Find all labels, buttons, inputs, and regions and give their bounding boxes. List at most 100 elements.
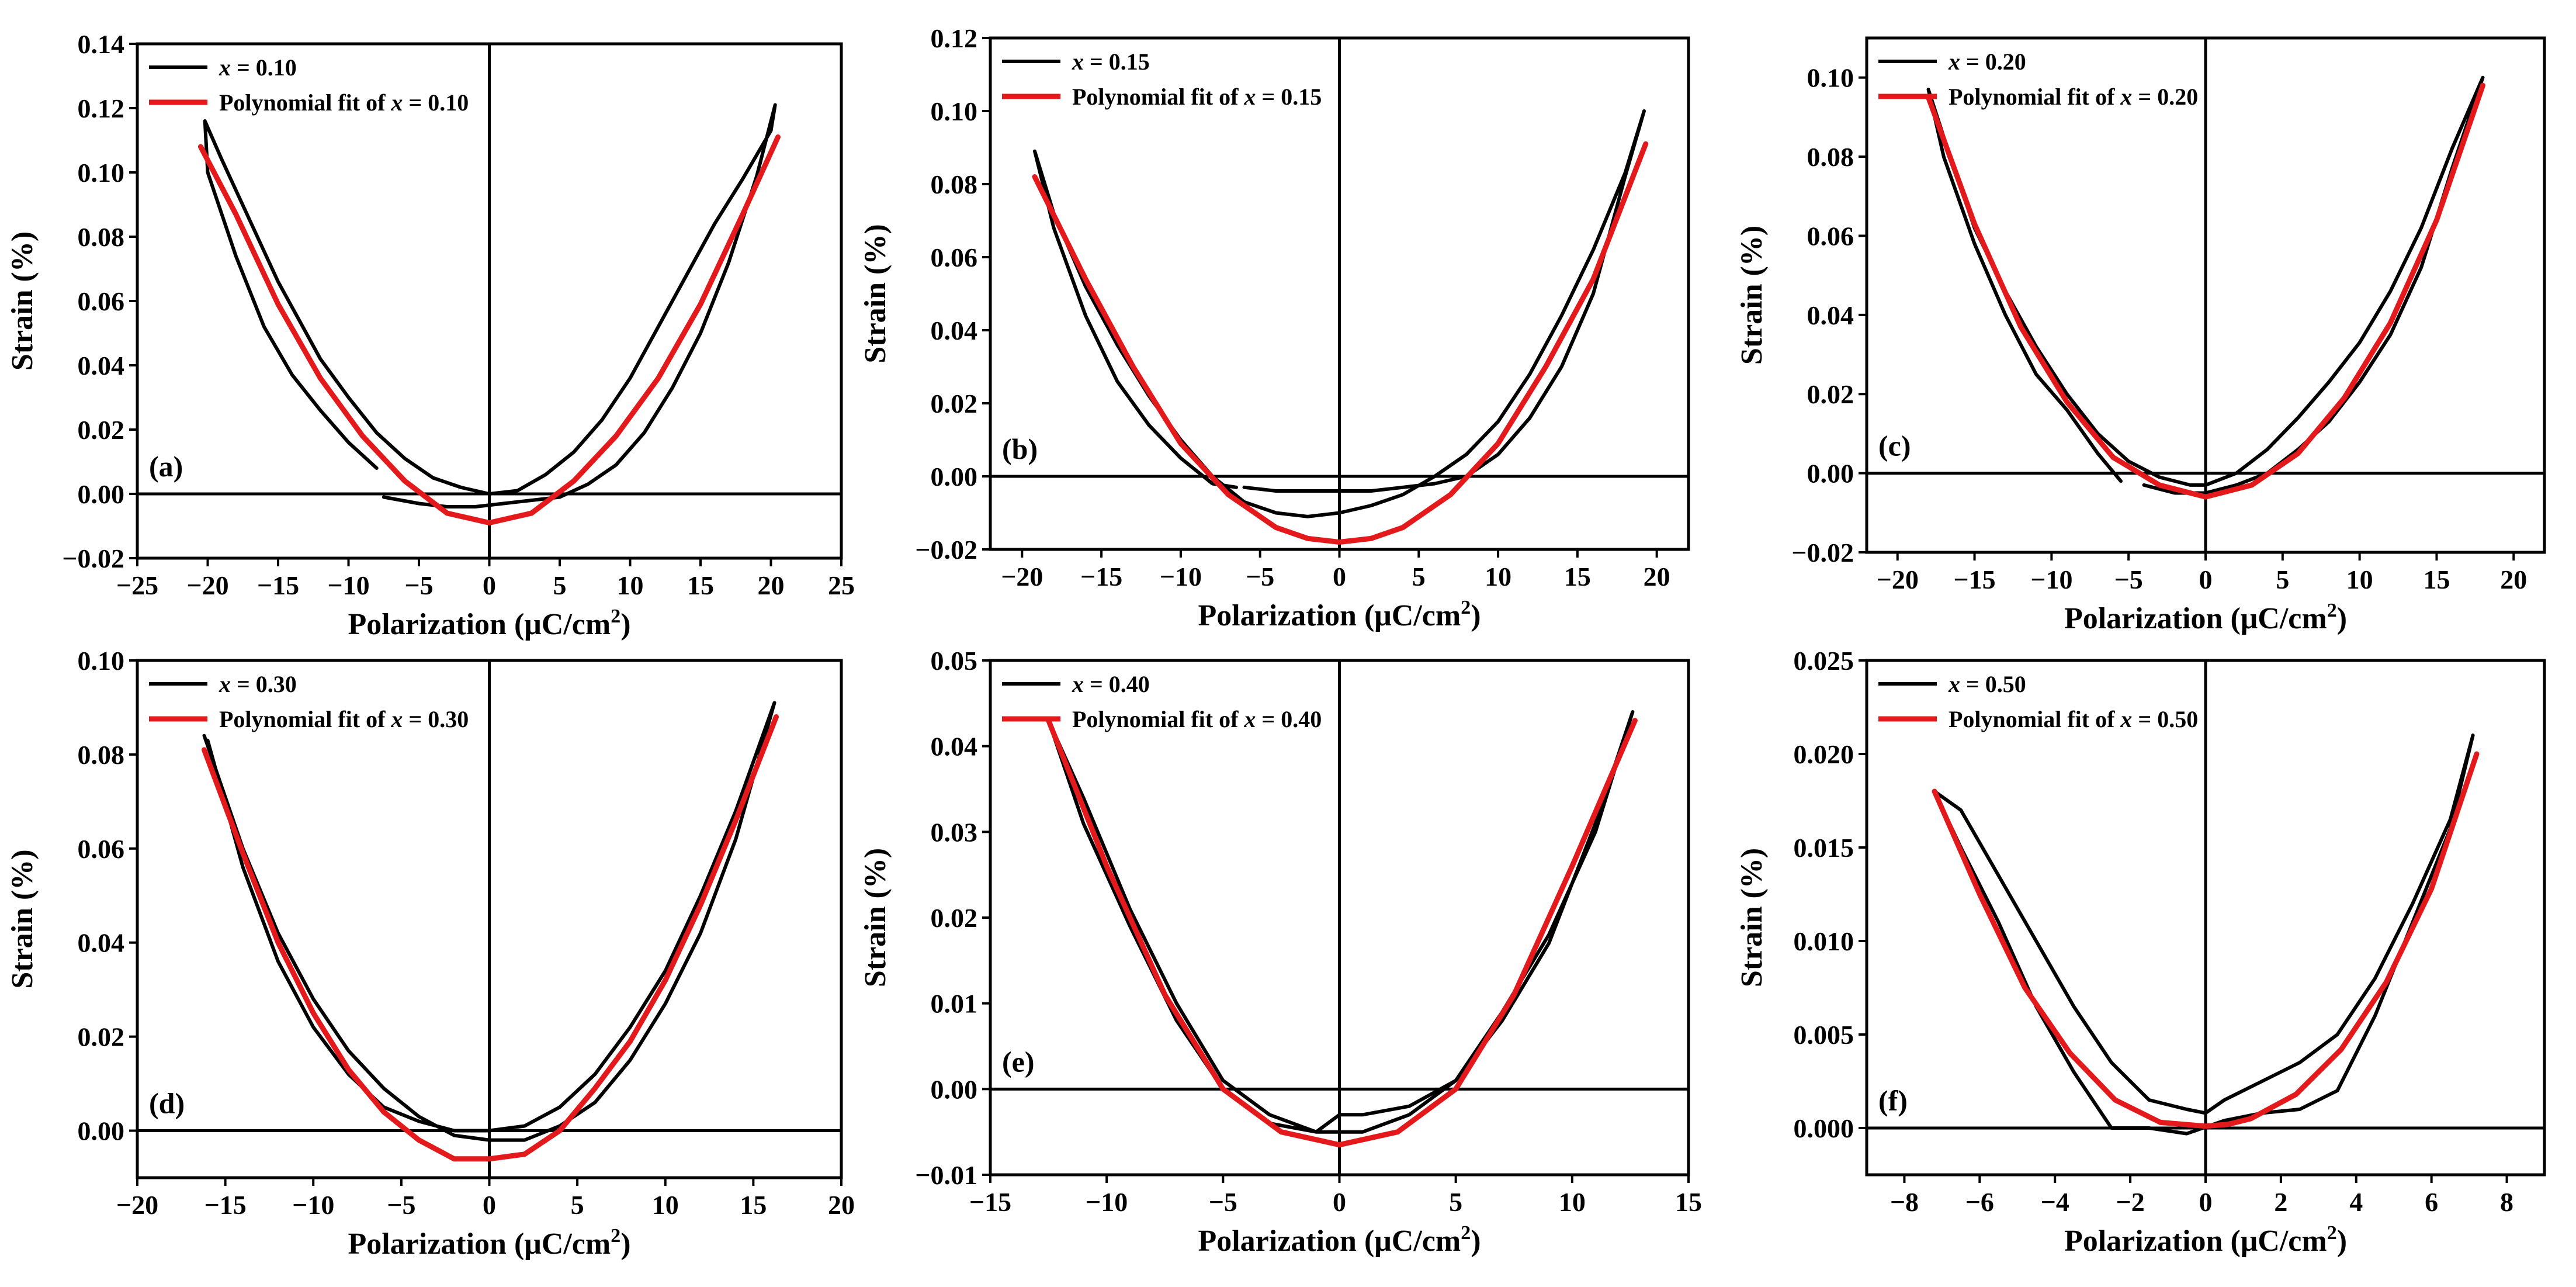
x-tick-label: −8 — [1890, 1187, 1919, 1217]
x-axis-label: Polarization (μC/cm2) — [1198, 597, 1481, 632]
y-axis-label: Strain (%) — [6, 849, 39, 988]
panel-label: (a) — [149, 450, 183, 483]
x-tick-label: 20 — [1644, 562, 1670, 591]
chart-panel-4: −20 −15 −10 −5 0 5 10 15 20 0.00 0.02 0.04 0.06 0.08 0… — [6, 646, 855, 1261]
y-tick-label: 0.00 — [78, 479, 125, 509]
legend-fit-label: Polynomial fit of x = 0.50 — [1949, 706, 2198, 732]
chart-panel-1: −25 −20 −15 −10 −5 0 5 10 15 20 25 −0.02 0.00 0.02 0.0… — [6, 29, 855, 641]
x-tick-label: 0 — [483, 570, 496, 600]
y-tick-label: 0.02 — [78, 415, 125, 445]
y-tick-label: 0.14 — [78, 29, 125, 59]
y-tick-label: −0.01 — [915, 1160, 977, 1190]
x-tick-label: 25 — [828, 570, 855, 600]
x-tick-label: 5 — [2276, 565, 2289, 594]
y-tick-label: 0.05 — [931, 646, 978, 676]
x-tick-label: −10 — [327, 570, 369, 600]
y-tick-label: 0.00 — [931, 1074, 978, 1104]
legend: x = 0.40 Polynomial fit of x = 0.40 — [1002, 671, 1322, 732]
y-tick-label: 0.020 — [1794, 739, 1854, 769]
x-tick-label: −6 — [1965, 1187, 1994, 1217]
strain-data-line — [202, 701, 776, 1142]
y-tick-label: −0.02 — [62, 544, 124, 573]
x-tick-label: −20 — [116, 1190, 158, 1220]
x-axis-label: Polarization (μC/cm2) — [348, 606, 630, 641]
x-tick-label: 5 — [571, 1190, 584, 1220]
y-tick-label: 0.04 — [931, 316, 978, 345]
x-tick-label: 10 — [1485, 562, 1511, 591]
polynomial-fit-line — [1046, 718, 1638, 1148]
y-tick-label: 0.01 — [931, 989, 978, 1019]
x-tick-label: 20 — [758, 570, 785, 600]
y-tick-label: −0.02 — [1791, 538, 1854, 568]
y-tick-label: 0.005 — [1794, 1020, 1854, 1050]
legend: x = 0.10 Polynomial fit of x = 0.10 — [149, 54, 469, 116]
x-tick-label: 15 — [1675, 1187, 1702, 1217]
y-tick-label: −0.02 — [915, 535, 977, 565]
x-tick-label: 0 — [1333, 562, 1346, 591]
x-axis-label: Polarization (μC/cm2) — [1198, 1222, 1481, 1258]
strain-data-line — [1033, 109, 1646, 518]
y-tick-label: 0.00 — [1807, 459, 1854, 489]
x-tick-label: 10 — [2346, 565, 2373, 594]
x-tick-label: 15 — [2423, 565, 2450, 594]
x-tick-label: 10 — [1559, 1187, 1586, 1217]
x-tick-label: −15 — [204, 1190, 247, 1220]
legend-data-label: x = 0.15 — [1072, 49, 1150, 75]
y-tick-label: 0.10 — [1807, 63, 1854, 93]
chart-panel-5: −15 −10 −5 0 5 10 15 −0.01 0.00 0.01 0.02 0.03 0.04 0… — [859, 646, 1702, 1258]
legend: x = 0.50 Polynomial fit of x = 0.50 — [1878, 671, 2198, 732]
legend: x = 0.15 Polynomial fit of x = 0.15 — [1002, 49, 1322, 110]
y-tick-label: 0.025 — [1794, 646, 1854, 676]
x-tick-label: 4 — [2349, 1187, 2363, 1217]
panel-label: (c) — [1878, 430, 1911, 462]
x-tick-label: 0 — [2199, 1187, 2213, 1217]
y-axis-label: Strain (%) — [859, 848, 892, 987]
x-tick-label: 15 — [687, 570, 714, 600]
y-tick-label: 0.06 — [931, 243, 978, 272]
y-tick-label: 0.10 — [78, 646, 125, 676]
x-tick-label: −15 — [969, 1187, 1011, 1217]
x-tick-label: −2 — [2116, 1187, 2145, 1217]
legend-fit-label: Polynomial fit of x = 0.20 — [1949, 84, 2198, 110]
strain-data-line — [203, 103, 777, 508]
x-tick-label: 5 — [1412, 562, 1426, 591]
x-tick-label: −10 — [292, 1190, 334, 1220]
y-tick-label: 0.000 — [1794, 1113, 1854, 1143]
x-tick-label: 0 — [2199, 565, 2213, 594]
y-tick-label: 0.06 — [78, 834, 125, 864]
y-tick-label: 0.08 — [1807, 142, 1854, 172]
polynomial-fit-line — [1032, 141, 1649, 545]
chart-panel-3: −20 −15 −10 −5 0 5 10 15 20 −0.02 0.00 0.02 0.04 0.06… — [1735, 36, 2546, 635]
x-axis-label: Polarization (μC/cm2) — [348, 1225, 630, 1261]
y-tick-label: 0.04 — [1807, 300, 1854, 330]
polynomial-fit-line — [1932, 751, 2480, 1129]
x-tick-label: 0 — [1333, 1187, 1346, 1217]
x-tick-label: 10 — [652, 1190, 679, 1220]
panel-label: (d) — [149, 1087, 185, 1120]
x-tick-label: −20 — [1877, 565, 1919, 594]
polynomial-fit-line — [197, 134, 781, 525]
x-tick-label: −5 — [1246, 562, 1274, 591]
y-axis-label: Strain (%) — [6, 231, 39, 371]
polynomial-fit-line — [1926, 82, 2485, 500]
legend-data-label: x = 0.50 — [1948, 671, 2026, 697]
legend-data-label: x = 0.20 — [1948, 49, 2026, 75]
y-axis-label: Strain (%) — [1735, 226, 1769, 365]
x-tick-label: −25 — [116, 570, 158, 600]
y-tick-label: 0.02 — [931, 903, 978, 933]
y-tick-label: 0.10 — [931, 96, 978, 126]
legend-data-label: x = 0.40 — [1072, 671, 1150, 697]
legend: x = 0.20 Polynomial fit of x = 0.20 — [1878, 49, 2198, 110]
y-tick-label: 0.06 — [78, 286, 125, 316]
strain-data-line — [1933, 734, 2475, 1136]
y-tick-label: 0.010 — [1794, 926, 1854, 956]
y-tick-label: 0.04 — [78, 928, 125, 958]
panel-label: (f) — [1878, 1084, 1908, 1117]
y-tick-label: 0.08 — [78, 740, 125, 770]
y-tick-label: 0.08 — [931, 169, 978, 199]
y-tick-label: 0.03 — [931, 817, 978, 847]
x-tick-label: −5 — [387, 1190, 415, 1220]
x-tick-label: −15 — [1953, 565, 1995, 594]
x-tick-label: 10 — [617, 570, 644, 600]
y-tick-label: 0.02 — [1807, 379, 1854, 409]
